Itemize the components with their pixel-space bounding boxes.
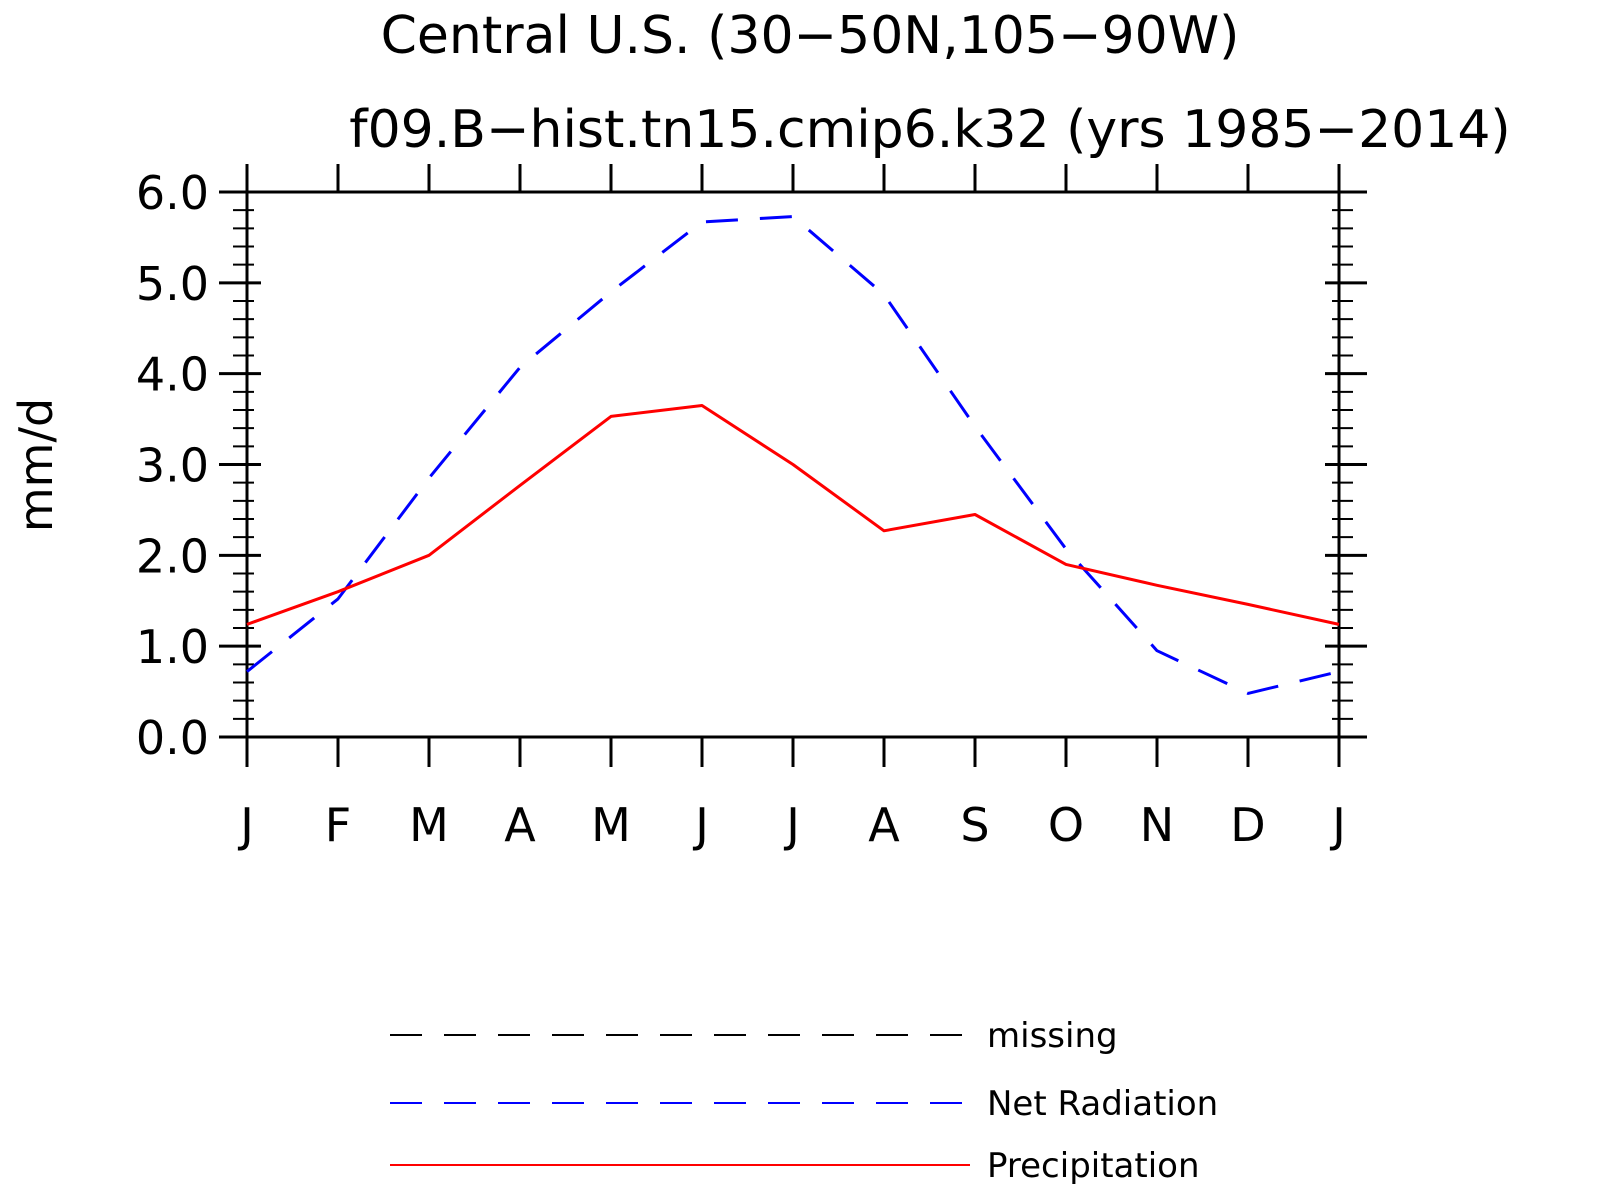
x-tick-label: J <box>1329 798 1346 852</box>
legend-label: missing <box>987 1016 1118 1056</box>
y-tick-label: 4.0 <box>136 348 209 402</box>
series-line-net-radiation <box>246 215 1340 695</box>
x-tick-label: M <box>591 798 631 852</box>
x-tick-label: J <box>783 798 800 852</box>
x-tick-label: S <box>960 798 989 852</box>
y-tick-label: 0.0 <box>136 711 209 765</box>
y-tick-label: 5.0 <box>136 257 209 311</box>
legend: missing Net Radiation Precipitation <box>390 1016 1218 1186</box>
x-tick-label: A <box>504 798 536 852</box>
chart-title: Central U.S. (30−50N,105−90W) <box>381 6 1240 66</box>
x-tick-label: M <box>409 798 449 852</box>
y-tick-label: 3.0 <box>136 439 209 493</box>
y-tick-label: 2.0 <box>136 529 209 583</box>
x-tick-label: O <box>1048 798 1084 852</box>
x-tick-label: A <box>868 798 900 852</box>
chart-subtitle: f09.B−hist.tn15.cmip6.k32 (yrs 1985−2014… <box>349 100 1510 160</box>
x-tick-label: F <box>325 798 351 852</box>
x-tick-label: N <box>1140 798 1174 852</box>
y-tick-label: 6.0 <box>136 166 209 220</box>
y-tick-label: 1.0 <box>136 620 209 674</box>
x-tick-label: J <box>692 798 709 852</box>
y-axis-label: mm/d <box>9 398 63 532</box>
series-line-precipitation <box>246 404 1340 626</box>
plot-area: 0.0 1.0 2.0 3.0 4.0 5.0 6.0 J F M A M J J A S O N D J <box>136 164 1367 852</box>
x-tick-label: J <box>237 798 254 852</box>
x-tick-label: D <box>1230 798 1265 852</box>
legend-label: Precipitation <box>987 1146 1200 1186</box>
legend-label: Net Radiation <box>987 1084 1218 1124</box>
